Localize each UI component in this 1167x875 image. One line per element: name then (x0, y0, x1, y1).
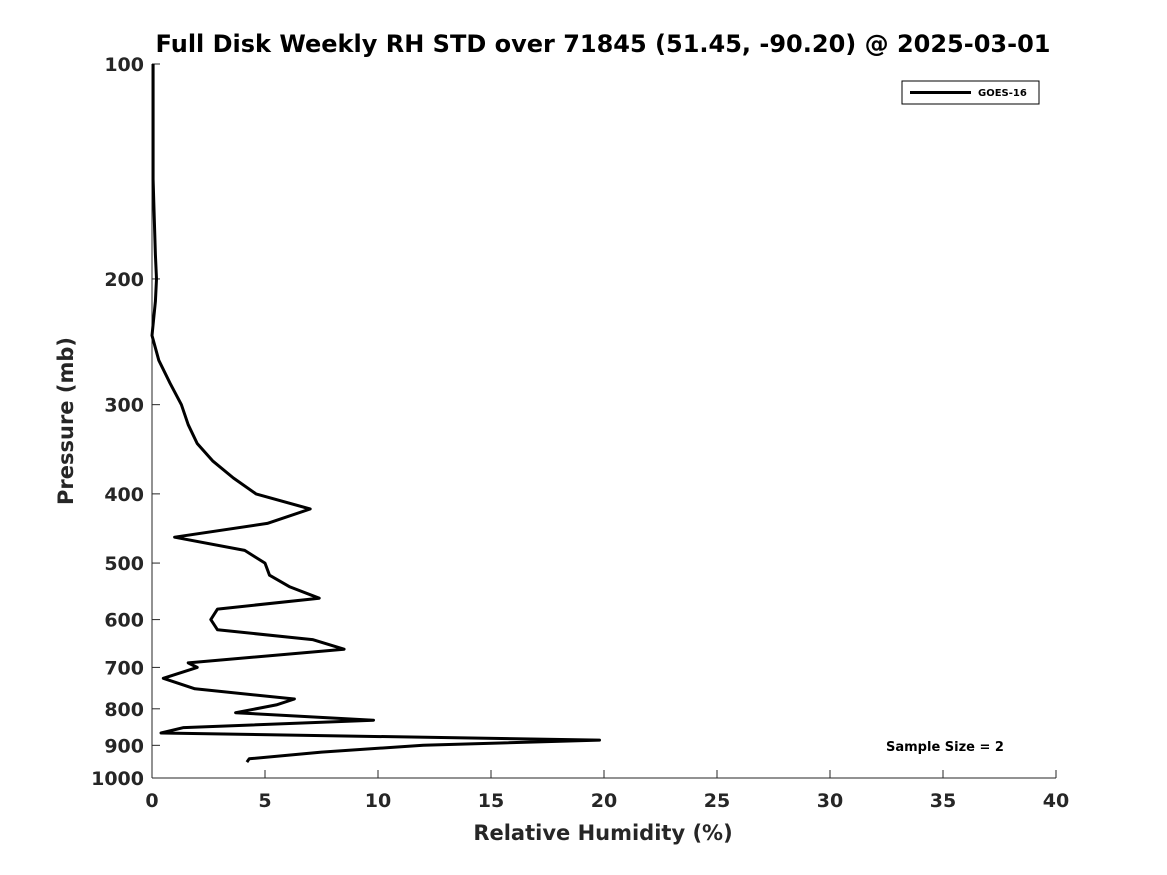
y-tick-label: 600 (104, 610, 144, 632)
series-line-goes-16 (150, 64, 601, 763)
chart-title: Full Disk Weekly RH STD over 71845 (51.4… (156, 30, 1051, 58)
x-tick-label: 0 (145, 790, 158, 812)
x-tick-label: 20 (591, 790, 617, 812)
y-tick-label: 500 (104, 553, 144, 575)
legend-label-goes16: GOES-16 (978, 88, 1027, 99)
x-tick-label: 25 (704, 790, 730, 812)
x-tick-label: 40 (1043, 790, 1069, 812)
plot-area: 0 5 10 15 20 25 30 35 40 100 200 300 400 500 600 700 800… (91, 54, 1069, 812)
y-tick-label: 1000 (91, 768, 144, 790)
legend: GOES-16 (901, 80, 1040, 105)
y-tick-label: 300 (104, 395, 144, 417)
y-tick-label: 900 (104, 735, 144, 757)
x-axis-label: Relative Humidity (%) (473, 821, 732, 845)
x-tick-label: 35 (930, 790, 956, 812)
x-tick-label: 10 (365, 790, 391, 812)
y-tick-label: 400 (104, 484, 144, 506)
sample-size-annotation: Sample Size = 2 (886, 740, 1004, 755)
y-tick-label: 100 (104, 54, 144, 76)
x-tick-label: 5 (258, 790, 271, 812)
y-tick-label: 800 (104, 699, 144, 721)
y-tick-label: 700 (104, 657, 144, 679)
x-tick-label: 15 (478, 790, 504, 812)
y-tick-label: 200 (104, 269, 144, 291)
x-tick-label: 30 (817, 790, 843, 812)
y-axis-label: Pressure (mb) (54, 337, 78, 505)
